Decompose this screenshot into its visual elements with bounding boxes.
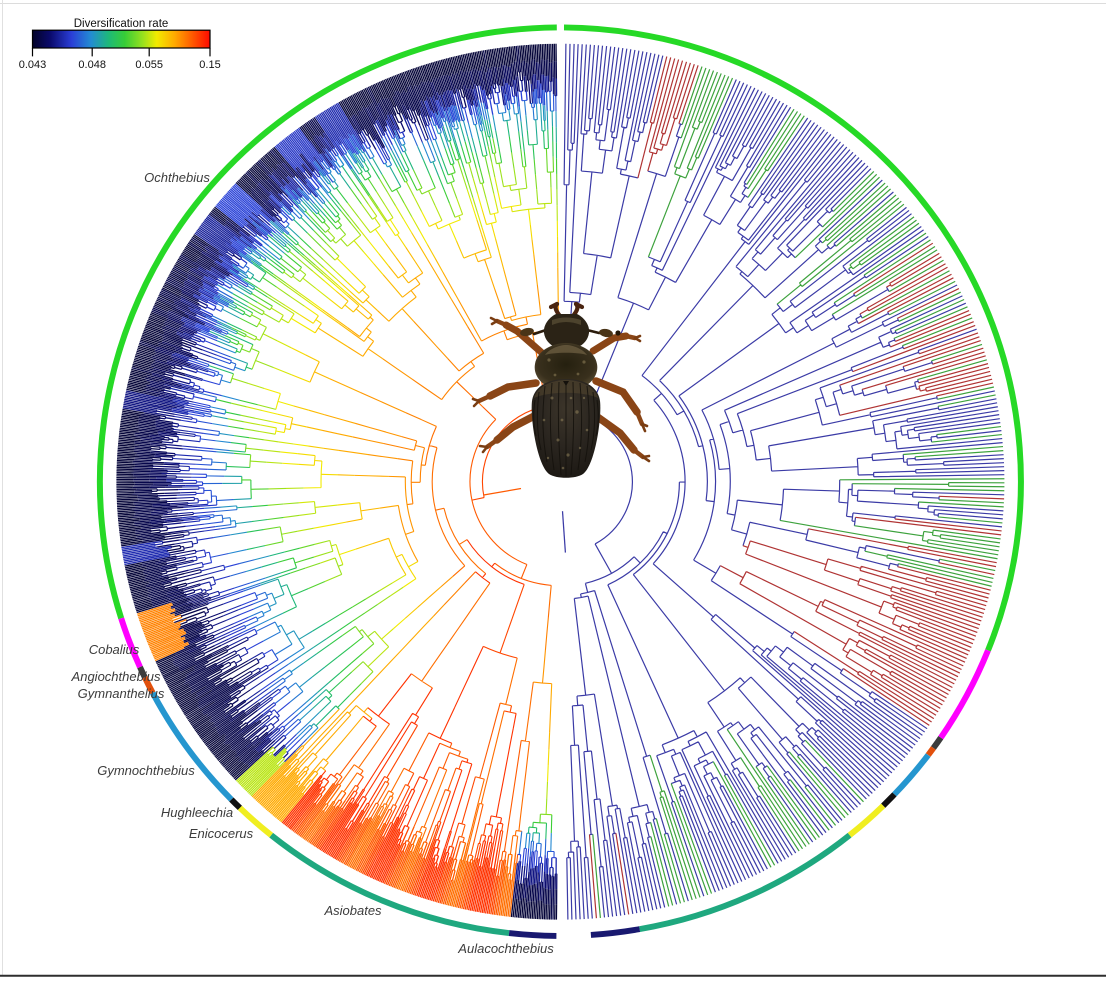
svg-text:Angiochthebius: Angiochthebius <box>71 669 161 684</box>
svg-text:0.15: 0.15 <box>199 59 220 71</box>
svg-text:Gymnanthelius: Gymnanthelius <box>78 686 165 701</box>
svg-text:Diversification rate: Diversification rate <box>74 18 169 30</box>
svg-text:0.043: 0.043 <box>19 59 47 71</box>
svg-text:Cobalius: Cobalius <box>89 642 140 657</box>
svg-text:Gymnochthebius: Gymnochthebius <box>97 763 195 778</box>
svg-text:Asiobates: Asiobates <box>323 903 382 918</box>
svg-text:Aulacochthebius: Aulacochthebius <box>457 941 554 956</box>
svg-text:Ochthebius: Ochthebius <box>144 170 210 185</box>
svg-text:Hughleechia: Hughleechia <box>161 805 233 820</box>
svg-text:Enicocerus: Enicocerus <box>189 826 254 841</box>
svg-text:0.048: 0.048 <box>78 59 106 71</box>
svg-text:0.055: 0.055 <box>135 59 163 71</box>
